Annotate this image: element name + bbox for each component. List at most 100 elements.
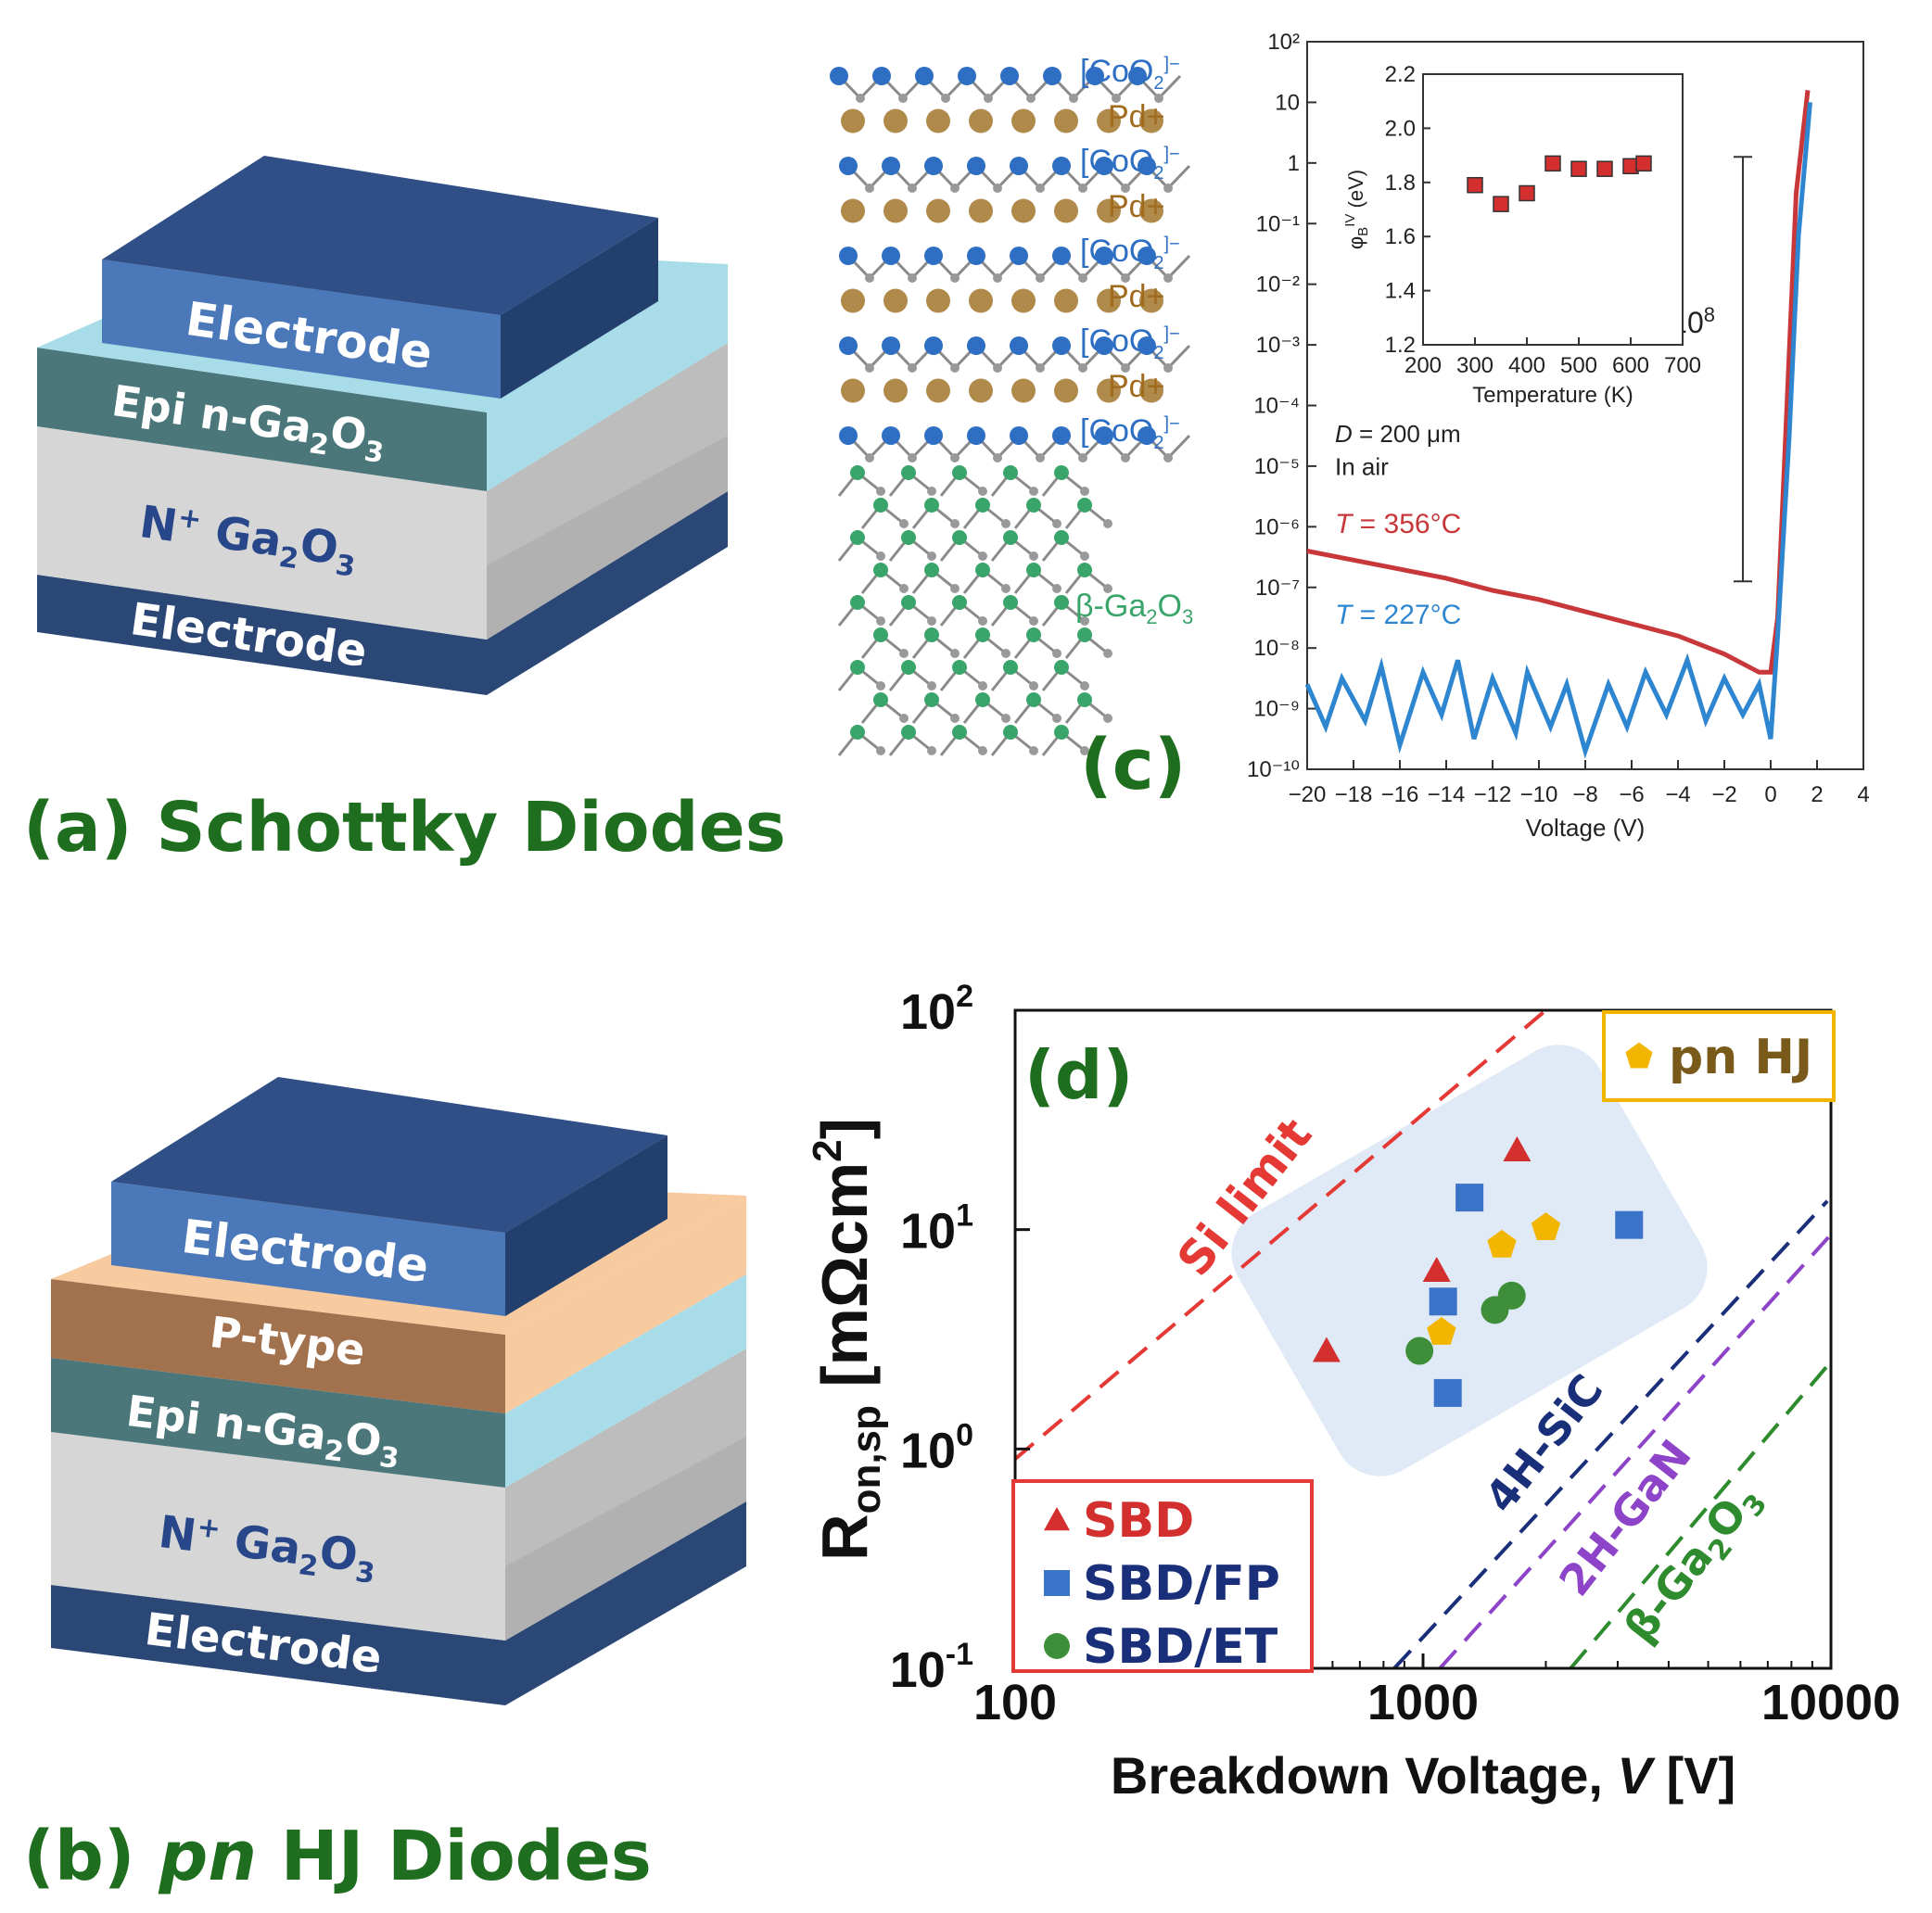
layer-label: [CoO2]−	[1080, 234, 1180, 273]
iv-x-tick-label: −16	[1381, 782, 1419, 807]
inset-x-tick-label: 300	[1456, 353, 1493, 378]
inset-data-point	[1519, 184, 1535, 202]
iv-x-tick-label: −20	[1289, 782, 1327, 807]
data-point-circle	[1497, 1281, 1526, 1310]
iv-y-tick-label: 10⁻⁹	[1253, 697, 1300, 722]
d-y-tick-label: 10-1	[890, 1637, 973, 1698]
layer-label: [CoO2]−	[1080, 323, 1180, 363]
legend-marker-triangle	[1044, 1507, 1070, 1531]
iv-x-tick-label: 2	[1811, 782, 1823, 807]
data-point-circle	[1405, 1337, 1434, 1365]
iv-x-tick-label: 4	[1857, 782, 1869, 807]
iv-x-tick-label: −6	[1619, 782, 1644, 807]
layer-label: [CoO2]−	[1080, 413, 1180, 453]
d-x-tick-label: 1000	[1367, 1675, 1479, 1730]
iv-y-tick-label: 10²	[1267, 30, 1300, 55]
iv-y-tick-label: 10⁻⁴	[1253, 394, 1300, 419]
legend-entry-label: SBD	[1083, 1493, 1194, 1549]
iv-y-tick-label: 10⁻⁸	[1254, 636, 1301, 661]
d-x-tick-label: 100	[973, 1675, 1057, 1730]
data-point-triangle	[1422, 1256, 1451, 1282]
inset-data-point	[1570, 160, 1587, 177]
d-x-axis-label: Breakdown Voltage, V [V]	[1111, 1746, 1735, 1805]
limit-line	[1015, 1010, 1547, 1461]
iv-y-tick-label: 10⁻¹	[1256, 211, 1300, 236]
data-point-pentagon	[1487, 1229, 1517, 1258]
d-y-tick-label: 102	[900, 979, 973, 1040]
b-caption: (b) pn HJ Diodes	[23, 1817, 652, 1896]
iv-series-label-227: T = 227°C	[1335, 600, 1461, 630]
d-y-tick-label: 101	[900, 1198, 973, 1260]
legend-marker-circle	[1044, 1633, 1070, 1659]
inset-y-tick-label: 2.2	[1385, 62, 1416, 87]
panel-c-label: (c)	[1080, 723, 1187, 805]
inset-x-tick-label: 500	[1560, 353, 1597, 378]
iv-series-label-356: T = 356°C	[1335, 509, 1461, 539]
iv-x-tick-label: −2	[1711, 782, 1736, 807]
d-y-axis-label: Ron,sp [mΩcm2]	[805, 1118, 889, 1561]
inset-data-point	[1467, 176, 1483, 194]
iv-y-tick-label: 10⁻²	[1256, 272, 1300, 298]
legend-marker-square	[1044, 1570, 1070, 1596]
iv-y-tick-label: 10⁻⁵	[1254, 454, 1300, 479]
data-point-square	[1455, 1184, 1484, 1212]
inset-y-tick-label: 2.0	[1385, 116, 1416, 141]
inset-x-tick-label: 700	[1664, 353, 1701, 378]
inset-y-axis-label: φBIV (eV)	[1342, 170, 1371, 249]
data-point-square	[1615, 1210, 1644, 1239]
iv-x-tick-label: −18	[1335, 782, 1373, 807]
inset-data-point	[1596, 160, 1613, 177]
legend-entry-label: SBD/FP	[1083, 1556, 1280, 1612]
iv-note-diameter: D = 200 μm	[1335, 420, 1461, 448]
iv-y-tick-label: 10⁻³	[1256, 333, 1300, 358]
iv-y-tick-label: 10⁻¹⁰	[1247, 757, 1300, 782]
inset-x-tick-label: 400	[1508, 353, 1545, 378]
data-point-pentagon	[1531, 1212, 1561, 1240]
d-x-tick-label: 10000	[1761, 1675, 1900, 1730]
iv-x-tick-label: −10	[1520, 782, 1558, 807]
iv-y-tick-label: 10⁻⁷	[1255, 576, 1300, 601]
limit-line	[1569, 1360, 1831, 1668]
data-point-pentagon	[1427, 1317, 1456, 1345]
inset-y-tick-label: 1.8	[1385, 171, 1416, 196]
limit-line	[1392, 1199, 1829, 1668]
iv-x-tick-label: 0	[1764, 782, 1776, 807]
limit-line	[1438, 1233, 1831, 1668]
iv-note-air: In air	[1335, 453, 1389, 481]
layer-label: [CoO2]−	[1080, 54, 1180, 94]
legend-pn-label: pn HJ	[1669, 1030, 1812, 1085]
data-point-square	[1433, 1378, 1462, 1407]
iv-x-tick-label: −12	[1474, 782, 1512, 807]
data-point-triangle	[1503, 1136, 1532, 1162]
inset-data-point	[1544, 155, 1561, 172]
iv-series-line	[1304, 102, 1812, 759]
iv-series-line	[1306, 90, 1811, 675]
iv-y-tick-label: 10	[1275, 90, 1300, 115]
d-y-tick-label: 100	[900, 1417, 973, 1478]
layer-label: Pd+	[1108, 368, 1165, 404]
iv-x-tick-label: −14	[1428, 782, 1466, 807]
data-point-triangle	[1312, 1337, 1341, 1362]
data-highlight-region	[1231, 1045, 1708, 1476]
layer-label: Pd+	[1108, 98, 1165, 134]
data-point-square	[1429, 1287, 1457, 1316]
legend-marker-pentagon	[1625, 1042, 1653, 1069]
iv-x-tick-label: −4	[1665, 782, 1690, 807]
iv-x-tick-label: −8	[1572, 782, 1597, 807]
layer-label: Pd+	[1108, 188, 1165, 224]
legend-entry-label: SBD/ET	[1083, 1619, 1278, 1675]
inset-x-tick-label: 600	[1612, 353, 1649, 378]
inset-x-axis-label: Temperature (K)	[1472, 383, 1633, 408]
inset-y-tick-label: 1.4	[1385, 279, 1416, 304]
layer-label: Pd+	[1108, 278, 1165, 314]
beta-ga2o3-label: β-Ga2O3	[1075, 589, 1194, 628]
inset-data-point	[1493, 196, 1509, 212]
panel-d-label: (d)	[1024, 1036, 1133, 1114]
inset-y-tick-label: 1.2	[1385, 333, 1416, 358]
inset-y-tick-label: 1.6	[1385, 224, 1416, 249]
iv-y-tick-label: 10⁻⁶	[1254, 514, 1300, 539]
layer-label: [CoO2]−	[1080, 144, 1180, 184]
